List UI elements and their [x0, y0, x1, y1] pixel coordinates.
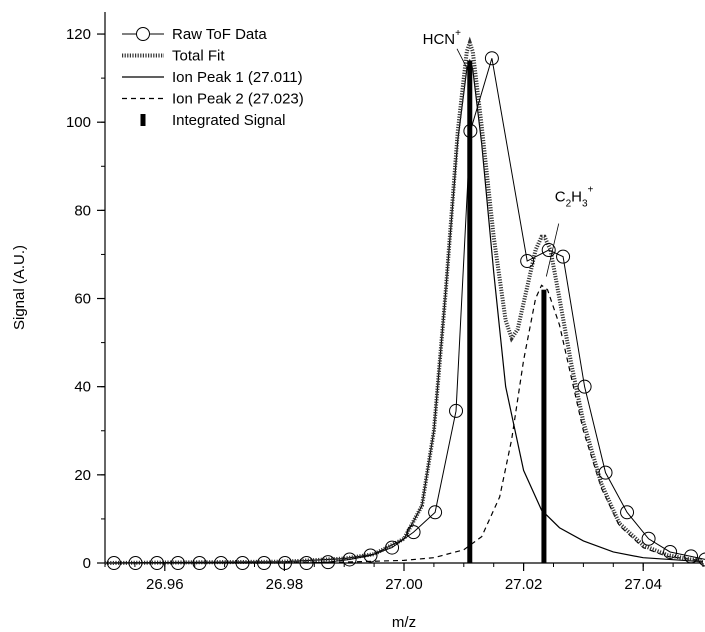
- y-tick-label: 0: [83, 555, 91, 572]
- annotation-c2h3-leader: [545, 223, 560, 277]
- legend-label: Raw ToF Data: [172, 26, 267, 43]
- x-tick-label: 27.02: [505, 576, 543, 593]
- y-tick-label: 20: [74, 467, 91, 484]
- series-ion-peak-2-27-023: [104, 284, 704, 564]
- raw-tof-data-point: [277, 556, 292, 570]
- series-raw-tof-data-line: [113, 58, 705, 564]
- y-axis-title: Signal (A.U.): [11, 245, 28, 330]
- raw-tof-data-point: [541, 243, 556, 258]
- raw-tof-data-point: [363, 548, 378, 563]
- annotation-c2h3: C2H3+: [555, 185, 594, 210]
- legend-item: Ion Peak 1 (27.011): [122, 69, 303, 86]
- y-tick-label: 40: [74, 379, 91, 396]
- ticks: 26.96 26.98 27.00 27.02 27.04 0 20 40 60 80 100 120: [66, 26, 704, 593]
- raw-tof-data-point: [641, 531, 656, 546]
- legend: Raw ToF Data Total Fit Ion Peak 1 (27.011)…: [122, 26, 304, 129]
- legend-item: Total Fit: [122, 48, 225, 65]
- x-tick-label: 26.96: [146, 576, 184, 593]
- legend-item: Ion Peak 2 (27.023): [122, 91, 304, 108]
- y-tick-label: 100: [66, 114, 91, 131]
- raw-tof-data-point: [299, 556, 314, 570]
- raw-tof-data-point: [106, 556, 121, 570]
- legend-label: Ion Peak 2 (27.023): [172, 91, 304, 108]
- raw-tof-data-point: [192, 556, 207, 570]
- raw-tof-data-point: [684, 549, 699, 564]
- legend-label: Total Fit: [172, 48, 225, 65]
- integrated-signal-bar: [541, 289, 547, 563]
- raw-tof-data-point: [342, 552, 357, 567]
- raw-tof-data-point: [428, 505, 443, 520]
- raw-tof-data-point: [257, 556, 272, 570]
- legend-item: Raw ToF Data: [122, 26, 267, 43]
- raw-tof-data-point: [385, 540, 400, 555]
- legend-swatch-integrated: [140, 114, 146, 126]
- raw-tof-data-point: [235, 556, 250, 570]
- raw-tof-data-point: [170, 556, 185, 570]
- raw-tof-data-point: [663, 544, 678, 559]
- raw-tof-data-point: [321, 555, 336, 570]
- raw-tof-data-point: [620, 505, 635, 520]
- annotation-hcn-leader: [456, 48, 471, 74]
- x-tick-label: 27.00: [385, 576, 423, 593]
- legend-label: Ion Peak 1 (27.011): [172, 69, 303, 86]
- raw-tof-data-point: [598, 465, 613, 480]
- annotation-hcn: HCN+: [423, 28, 462, 48]
- y-tick-label: 80: [74, 202, 91, 219]
- raw-tof-data-point: [484, 51, 499, 66]
- x-tick-label: 26.98: [266, 576, 304, 593]
- legend-label: Integrated Signal: [172, 112, 285, 129]
- raw-tof-data-point: [698, 552, 705, 567]
- integrated-signal-bar: [467, 60, 473, 563]
- raw-tof-data-point: [520, 254, 535, 269]
- legend-swatch-raw-circle: [136, 27, 150, 41]
- raw-tof-data-point: [449, 403, 464, 418]
- raw-tof-data-point: [128, 556, 143, 570]
- annotations: HCN+ C2H3+: [423, 28, 594, 277]
- raw-tof-data-point: [556, 249, 571, 264]
- x-axis-title: m/z: [392, 614, 416, 631]
- series-total-fit: [104, 36, 704, 565]
- x-tick-label: 27.04: [624, 576, 662, 593]
- y-tick-label: 60: [74, 291, 91, 308]
- integrated-signal-bars: [467, 60, 547, 563]
- raw-tof-data-point: [577, 379, 592, 394]
- raw-tof-data-point: [406, 525, 421, 540]
- y-tick-label: 120: [66, 26, 91, 43]
- legend-item: Integrated Signal: [140, 112, 285, 129]
- raw-tof-data-point: [150, 556, 165, 570]
- raw-tof-data-point: [214, 556, 229, 570]
